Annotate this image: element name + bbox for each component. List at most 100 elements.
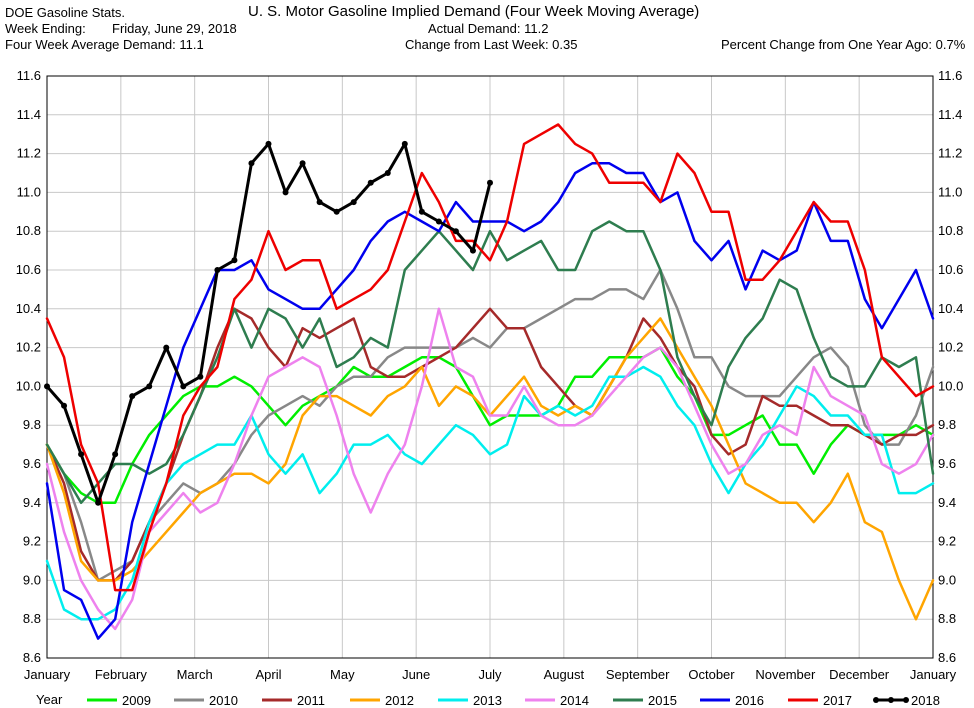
y-tick-label-left: 9.2 <box>23 534 41 549</box>
y-tick-label-right: 9.2 <box>938 534 956 549</box>
legend-entry-2017: 2017 <box>823 693 852 708</box>
series-2016 <box>45 162 935 640</box>
series-2018-point <box>248 160 255 167</box>
y-tick-label-right: 9.0 <box>938 572 956 587</box>
legend-entry-2013: 2013 <box>473 693 502 708</box>
x-month-label: October <box>688 667 735 682</box>
series-2010-line <box>45 268 935 582</box>
y-tick-label-left: 9.8 <box>23 417 41 432</box>
series-2018-point <box>146 383 153 390</box>
legend-entry-2018: 2018 <box>911 693 940 708</box>
series-2018 <box>44 140 493 506</box>
y-tick-label-right: 10.0 <box>938 378 963 393</box>
x-month-label: July <box>478 667 502 682</box>
legend-marker-2018 <box>888 697 894 703</box>
y-tick-label-right: 8.8 <box>938 611 956 626</box>
legend-entry-2016: 2016 <box>735 693 764 708</box>
series-2013-line <box>45 365 935 621</box>
legend-entry-2011: 2011 <box>297 693 325 708</box>
legend-entry-2009: 2009 <box>122 693 151 708</box>
y-tick-label-left: 11.4 <box>17 107 41 122</box>
week-ending-label: Week Ending: <box>5 21 86 36</box>
y-tick-label-left: 9.0 <box>23 572 41 587</box>
x-month-label: August <box>544 667 585 682</box>
four-week-average: Four Week Average Demand: 11.1 <box>5 37 204 52</box>
series-2018-point <box>180 383 187 390</box>
series-2018-point <box>350 199 357 206</box>
legend: 2009 2010 2011 2012 2013 2014 2015 2016 2017 2018 <box>87 693 940 708</box>
source-label: DOE Gasoline Stats. <box>5 5 125 20</box>
y-tick-label-left: 9.4 <box>23 495 41 510</box>
series-2013 <box>45 365 935 621</box>
change-last-week: Change from Last Week: 0.35 <box>405 37 578 52</box>
y-tick-label-left: 9.6 <box>23 456 41 471</box>
series-2018-point <box>61 402 68 409</box>
y-tick-label-left: 8.6 <box>23 650 41 665</box>
series-2018-point <box>367 179 374 186</box>
series-2018-point <box>316 199 323 206</box>
series-2018-point <box>435 218 442 225</box>
series-2010 <box>45 268 935 582</box>
x-month-label: March <box>177 667 213 682</box>
series-2018-point <box>333 208 340 215</box>
chart-title: U. S. Motor Gasoline Implied Demand (Fou… <box>248 3 700 20</box>
series-2018-point <box>282 189 289 196</box>
y-tick-label-left: 10.6 <box>16 262 41 277</box>
legend-entry-2010: 2010 <box>209 693 238 708</box>
series-2015-line <box>45 220 935 505</box>
week-ending-value: Friday, June 29, 2018 <box>112 21 237 36</box>
y-tick-label-right: 11.6 <box>938 68 962 83</box>
x-month-label: September <box>606 667 670 682</box>
series-2018-point <box>299 160 306 167</box>
y-tick-label-right: 10.8 <box>938 223 963 238</box>
x-month-label: June <box>402 667 430 682</box>
y-tick-label-left: 11.6 <box>17 68 41 83</box>
series-2018-point <box>487 179 493 186</box>
x-month-label: December <box>829 667 890 682</box>
y-tick-label-right: 9.4 <box>938 495 956 510</box>
series-2018-point <box>418 208 425 215</box>
series-2018-point <box>401 140 408 147</box>
series-2018-point <box>78 451 85 458</box>
percent-change-year: Percent Change from One Year Ago: 0.7% <box>721 37 966 52</box>
y-tick-label-left: 10.2 <box>16 340 41 355</box>
series-2018-point <box>44 383 50 390</box>
legend-entry-2014: 2014 <box>560 693 589 708</box>
x-month-label: January <box>910 667 957 682</box>
series-2018-point <box>452 228 459 235</box>
grid <box>46 75 934 659</box>
y-tick-label-right: 9.6 <box>938 456 956 471</box>
y-tick-label-left: 10.4 <box>16 301 41 316</box>
y-tick-label-right: 11.4 <box>938 107 962 122</box>
legend-entry-2012: 2012 <box>385 693 414 708</box>
x-month-label: January <box>24 667 71 682</box>
y-tick-label-right: 10.2 <box>938 340 963 355</box>
legend-entry-2015: 2015 <box>648 693 677 708</box>
series-2017 <box>45 123 935 592</box>
legend-marker-2018 <box>903 697 909 703</box>
series-2018-point <box>129 393 136 400</box>
series-2017-line <box>45 123 935 592</box>
y-tick-label-left: 11.2 <box>17 146 41 161</box>
x-month-label: November <box>755 667 816 682</box>
y-tick-label-left: 8.8 <box>23 611 41 626</box>
legend-label: Year <box>36 692 63 707</box>
series-2014 <box>45 307 935 631</box>
actual-demand: Actual Demand: 11.2 <box>428 21 549 36</box>
y-tick-label-right: 9.8 <box>938 417 956 432</box>
series-2018-point <box>384 170 391 176</box>
series-2018-point <box>163 344 170 351</box>
x-month-label: February <box>95 667 148 682</box>
series-2018-point <box>112 451 119 458</box>
x-month-label: May <box>330 667 355 682</box>
series-2014-line <box>45 307 935 631</box>
y-tick-label-left: 11.0 <box>17 184 41 199</box>
series-2009-line <box>45 346 935 505</box>
y-tick-label-left: 10.0 <box>16 378 41 393</box>
y-tick-label-right: 11.0 <box>938 184 962 199</box>
x-month-label: April <box>255 667 281 682</box>
legend-marker-2018 <box>873 697 879 703</box>
series-2018-point <box>265 140 272 147</box>
series-2016-line <box>45 162 935 640</box>
